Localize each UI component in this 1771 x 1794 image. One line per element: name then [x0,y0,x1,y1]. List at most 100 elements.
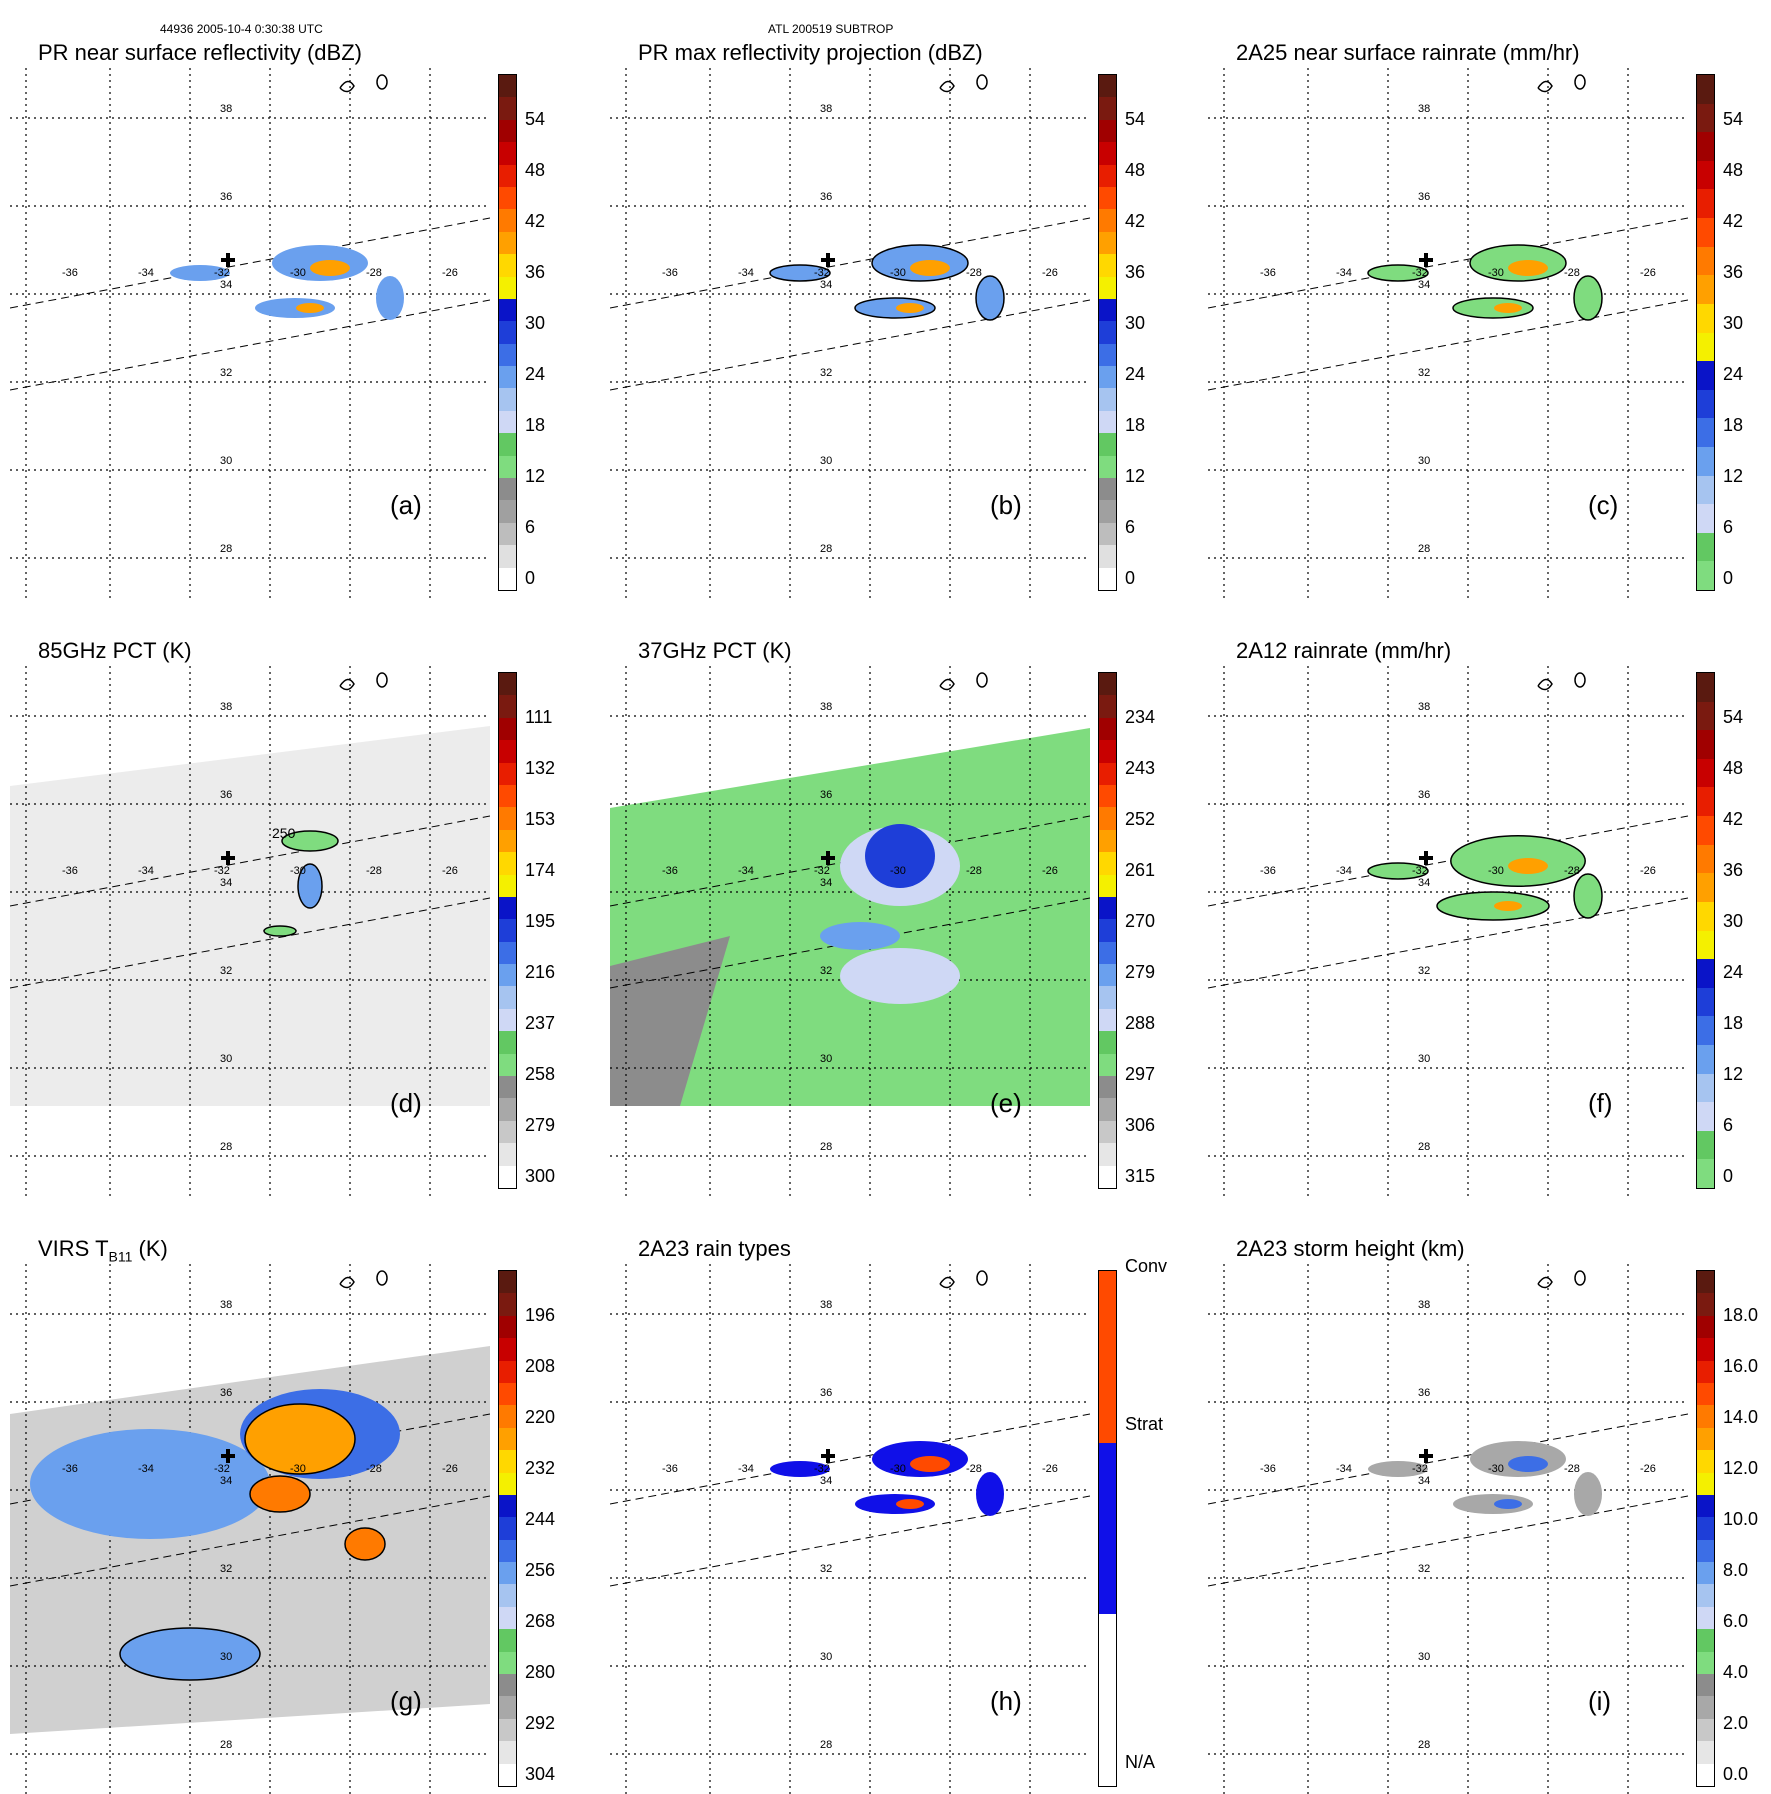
colorbar-segment [499,1315,516,1339]
colorbar-segment [1697,787,1714,817]
colorbar-segment [1099,941,1116,965]
lat-label: 28 [1418,1739,1430,1751]
colorbar-segment [1099,567,1116,590]
colorbar-segment [1099,1271,1116,1306]
lat-label: 28 [1418,1141,1430,1153]
lat-label: 28 [820,1739,832,1751]
colorbar-tick-label: 174 [525,860,556,881]
colorbar-tick-label: 12 [1723,466,1744,487]
colorbar-ticks: 300 279 258 237 216 195 174 153 132 111 [525,636,595,1196]
lon-label: -32 [214,267,230,279]
colorbar-segment [499,1382,516,1406]
lat-label: 32 [820,1563,832,1575]
colorbar-tick-label: 42 [1723,809,1744,830]
colorbar-segment [1099,522,1116,546]
colorbar-segment [1697,160,1714,190]
colorbar-segment [1697,475,1714,505]
panel-c: 38 36 34 32 30 28 -36 -34 -32 -30 -28 -26 2A25 near … [1208,38,1771,598]
colorbar-tick-label: 111 [525,707,553,728]
colorbar-segment [499,276,516,299]
lat-label: 38 [220,701,232,713]
colorbar-segment [499,1271,516,1294]
colorbar-segment [1099,1008,1116,1032]
lat-label: 30 [1418,1053,1430,1065]
colorbar-segment [1697,1271,1714,1294]
lon-label: -30 [1488,1463,1504,1475]
lat-label: 32 [1418,965,1430,977]
colorbar-segment [499,986,516,1009]
colorbar-segment [499,1165,516,1188]
colorbar-segment [499,941,516,965]
colorbar-segment [1697,758,1714,788]
swath-edge-south [10,299,490,391]
lon-label: -36 [662,865,678,877]
lat-label: 36 [220,1387,232,1399]
rain-core [896,303,924,313]
colorbar-tick-label: Conv [1125,1256,1168,1276]
lat-label: 34 [1418,279,1430,291]
lon-label: -30 [890,1463,906,1475]
colorbar-segment [1099,1580,1116,1615]
cold-feature [263,925,297,937]
lon-label: -26 [1640,1463,1656,1475]
colorbar-segment [1099,254,1116,277]
colorbar-segment [1697,1073,1714,1103]
colorbar-segment [499,478,516,501]
colorbar-segment [499,433,516,456]
colorbar-segment [1697,873,1714,902]
swath-edge-north [10,815,490,907]
header-left: 44936 2005-10-4 0:30:38 UTC [160,22,323,36]
colorbar-tick-label: 18.0 [1723,1305,1759,1326]
colorbar-tick-label: 261 [1125,860,1156,881]
lat-label: 30 [1418,1651,1430,1663]
cloud-top-cold [244,1403,356,1475]
colorbar-tick-label: 0 [1125,568,1136,588]
lon-label: -28 [1564,1463,1580,1475]
scatter-core [865,824,935,888]
colorbar-segment [1099,366,1116,389]
colorbar-segment [1099,1442,1116,1478]
colorbar-segment [499,964,516,987]
rain-feature [769,264,831,282]
colorbar-ticks: 0.0 2.0 4.0 6.0 8.0 10.0 12.0 14.0 16.0 18.0 [1723,1234,1771,1794]
colorbar-segment [1099,1408,1116,1443]
island-outline [1537,80,1553,93]
island-outline [376,672,388,688]
colorbar-tick-label: 280 [525,1662,556,1683]
colorbar-tick-label: 0 [1723,1166,1734,1186]
lon-label: -36 [1260,1463,1276,1475]
colorbar-segment [1697,1338,1714,1361]
colorbar-segment [1697,1102,1714,1131]
colorbar-tick-label: 216 [525,962,556,983]
colorbar-tick-label: 18 [1125,415,1146,436]
lon-label: -28 [966,267,982,279]
colorbar-segment [1697,246,1714,276]
lat-label: 30 [220,1053,232,1065]
lat-label: 34 [820,877,832,889]
colorbar-segment [1697,816,1714,845]
lon-label: -28 [966,865,982,877]
colorbar-segment [499,1763,516,1786]
colorbar-segment [1099,1751,1116,1786]
panel-d: 250 38 36 34 32 30 28 -36 -34 -32 -30 -28 -26 85GHz P… [10,636,600,1196]
colorbar-segment [1697,1494,1714,1518]
colorbar-tick-label: 232 [525,1458,556,1479]
colorbar-segment [1099,673,1116,696]
rain-feature [1368,1461,1428,1477]
lon-label: -30 [890,865,906,877]
rain-feature [770,1461,830,1477]
rain-core [1494,1499,1522,1509]
lat-label: 30 [220,455,232,467]
storm-center-marker [1419,253,1433,267]
swath-edge-south [1208,897,1688,989]
colorbar-tick-label: 237 [525,1013,556,1034]
panel-g: 38 36 34 32 30 28 -36 -34 -32 -30 -28 -26 VIRS TB11 … [10,1234,600,1794]
lat-label: 36 [820,1387,832,1399]
colorbar-tick-label: 18 [1723,1013,1744,1034]
colorbar-tick-label: 30 [525,313,546,334]
lat-label: 30 [220,1651,232,1663]
storm-center-marker [821,253,835,267]
colorbar-segment [1697,389,1714,419]
lat-label: 38 [820,1299,832,1311]
rain-feature [1453,1494,1533,1514]
